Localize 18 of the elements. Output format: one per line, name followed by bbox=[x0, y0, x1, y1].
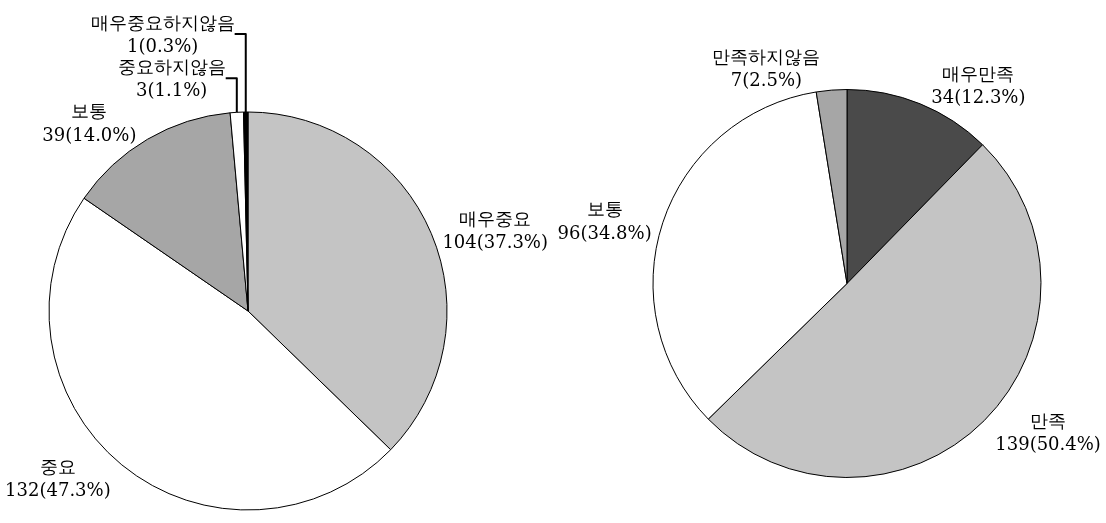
data-label: 104(37.3%) bbox=[442, 231, 549, 253]
slice-label: 만족하지않음 bbox=[712, 45, 821, 67]
slice-label: 중요하지않음 bbox=[117, 56, 226, 78]
data-label: 139(50.4%) bbox=[995, 432, 1101, 454]
slice-label: 매우만족 bbox=[942, 62, 1015, 84]
slice-label: 매우중요하지않음 bbox=[90, 11, 235, 33]
data-label: 39(14.0%) bbox=[42, 123, 137, 145]
data-label: 96(34.8%) bbox=[557, 221, 652, 243]
slice-label: 보통 bbox=[586, 198, 623, 220]
data-label: 132(47.3%) bbox=[5, 479, 111, 501]
data-label: 1(0.3%) bbox=[127, 35, 199, 57]
slice-label: 만족 bbox=[1030, 409, 1067, 431]
data-label: 7(2.5%) bbox=[730, 69, 803, 91]
data-label: 34(12.3%) bbox=[931, 86, 1026, 108]
slice-label: 보통 bbox=[71, 100, 108, 122]
data-label: 3(1.1%) bbox=[136, 79, 208, 101]
slice-label: 매우중요 bbox=[459, 207, 532, 229]
slice-label: 중요 bbox=[39, 455, 76, 477]
